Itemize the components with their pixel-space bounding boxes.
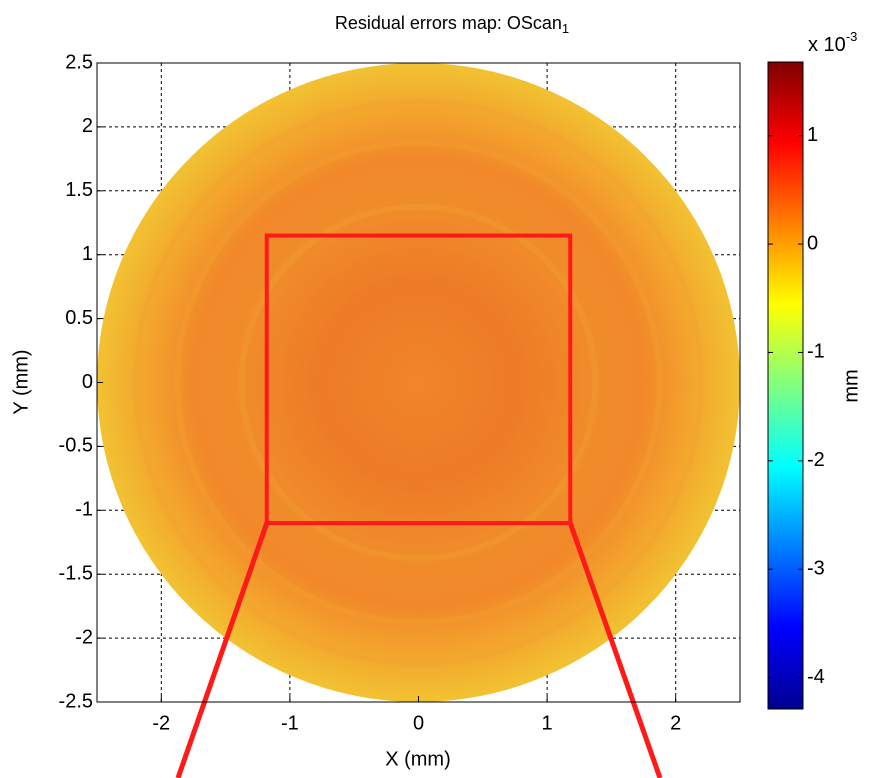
y-axis-label: Y (mm) (10, 349, 32, 414)
y-tick-label: 0 (82, 371, 93, 393)
x-tick-label: 0 (413, 712, 424, 734)
y-tick-label: -0.5 (59, 435, 93, 457)
title-main: Residual errors map: OScan (335, 13, 562, 33)
y-tick-label: 2.5 (65, 51, 93, 73)
heatmap-disk (97, 63, 740, 702)
highlight-box (264, 233, 573, 526)
y-tick-label: 0.5 (65, 307, 93, 329)
colorbar (767, 61, 804, 710)
colorbar-tick-label: -3 (807, 557, 825, 579)
colorbar-multiplier: x 10-3 (808, 29, 857, 56)
zoom-line (175, 522, 270, 778)
y-tick-label: -2 (75, 626, 93, 648)
y-tick-label: 2 (82, 115, 93, 137)
x-tick-label: 2 (670, 712, 681, 734)
x-tick-label: -2 (152, 712, 170, 734)
y-tick-label: 1.5 (65, 179, 93, 201)
heatmap-ring (132, 98, 705, 667)
zoom-line (567, 522, 663, 778)
x-axis-label: X (mm) (385, 748, 451, 770)
colorbar-tick-label: -1 (807, 341, 825, 363)
heatmap-ring (174, 139, 663, 626)
y-tick-label: 1 (82, 243, 93, 265)
colorbar-tick-label: -4 (807, 666, 825, 688)
colorbar-label: mm (840, 369, 862, 402)
multiplier-base: x 10 (808, 34, 846, 56)
multiplier-exponent: -3 (846, 29, 858, 44)
title-subscript: 1 (562, 21, 569, 36)
colorbar-tick-label: 1 (807, 124, 818, 146)
chart-title: Residual errors map: OScan1 (335, 13, 569, 37)
x-tick-label: -1 (281, 712, 299, 734)
y-tick-label: -1.5 (59, 562, 93, 584)
heatmap-ring (238, 203, 599, 562)
y-tick-label: -2.5 (59, 690, 93, 712)
colorbar-tick-label: 0 (807, 232, 818, 254)
colorbar-tick-label: -2 (807, 449, 825, 471)
x-tick-label: 1 (542, 712, 553, 734)
y-tick-label: -1 (75, 499, 93, 521)
